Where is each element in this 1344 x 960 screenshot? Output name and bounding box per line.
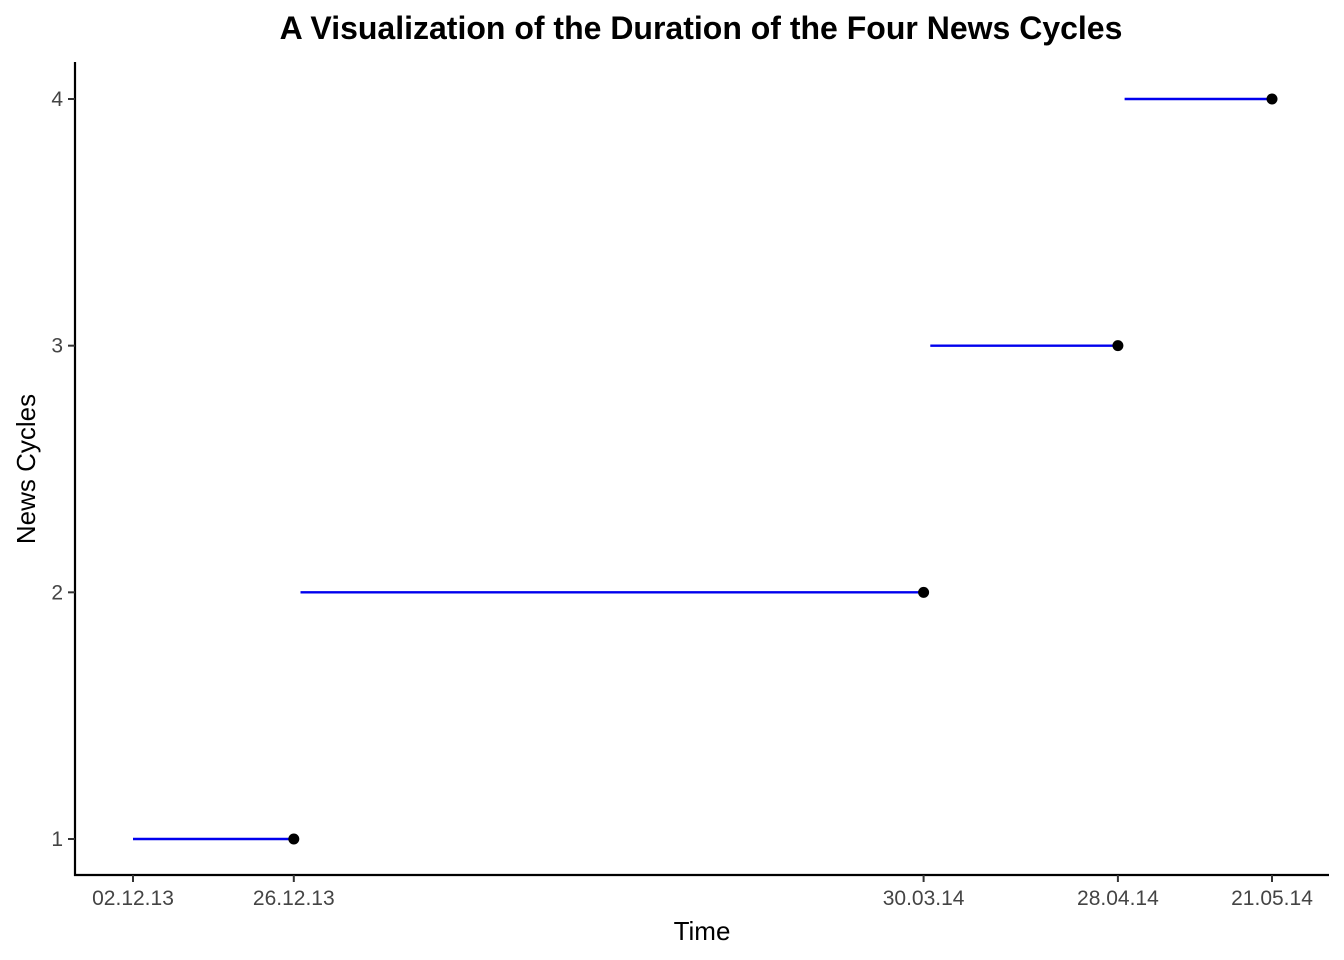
- x-tick-label-5: 21.05.14: [1231, 887, 1313, 910]
- y-tick-label-3: 3: [51, 335, 63, 358]
- cycle-end-point-3: [1112, 340, 1124, 352]
- x-axis-title: Time: [674, 916, 731, 946]
- cycle-end-point-1: [288, 833, 300, 845]
- y-tick-label-4: 4: [51, 88, 63, 111]
- cycle-end-point-2: [918, 586, 930, 598]
- y-axis-title: News Cycles: [11, 394, 41, 544]
- y-ticks: 1 2 3 4: [51, 88, 75, 851]
- x-tick-label-3: 30.03.14: [883, 887, 965, 910]
- y-tick-label-2: 2: [51, 581, 63, 604]
- chart-title: A Visualization of the Duration of the F…: [280, 10, 1123, 46]
- y-tick-label-1: 1: [51, 828, 63, 851]
- x-tick-label-4: 28.04.14: [1077, 887, 1159, 910]
- x-ticks: 02.12.13 26.12.13 30.03.14 28.04.14 21.05.14: [92, 875, 1313, 910]
- cycle-end-point-4: [1266, 93, 1278, 105]
- x-tick-label-2: 26.12.13: [253, 887, 335, 910]
- x-tick-label-1: 02.12.13: [92, 887, 174, 910]
- plot-area: [133, 93, 1278, 845]
